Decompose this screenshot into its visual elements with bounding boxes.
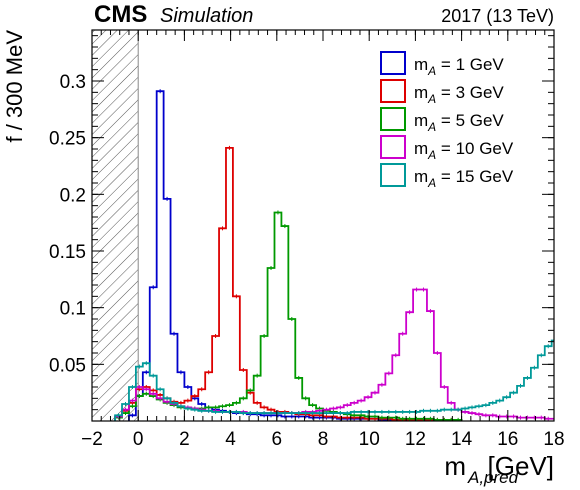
legend-label-m15: mA = 15 GeV [414, 167, 514, 190]
x-axis-label-sub: A,pred [467, 468, 519, 487]
series-line-m3 [114, 146, 456, 421]
legend-swatch-m3 [380, 79, 406, 103]
x-axis-ticks: −2 0 2 4 6 8 10 12 14 16 18 [81, 30, 565, 450]
x-axis-label-unit: [GeV] [488, 451, 554, 481]
y-tick-label: 0.15 [49, 242, 86, 263]
legend-label-m1: mA = 1 GeV [414, 55, 504, 78]
legend-label-m10: mA = 10 GeV [414, 139, 514, 162]
run-label: 2017 (13 TeV) [441, 6, 554, 26]
y-axis-ticks: 0.05 0.1 0.15 0.2 0.25 0.3 [49, 35, 554, 411]
x-tick-label: 0 [133, 429, 144, 450]
x-axis-label-main: m [444, 451, 466, 481]
y-tick-label: 0.2 [60, 185, 86, 206]
legend-label-m3: mA = 3 GeV [414, 83, 504, 106]
x-tick-label: 2 [179, 429, 190, 450]
legend: mA = 1 GeV mA = 3 GeV mA = 5 GeV mA = 10 Ge… [380, 51, 514, 190]
legend-swatch-m1 [380, 51, 406, 75]
series-line-m15 [114, 339, 554, 421]
x-tick-label: 18 [543, 429, 564, 450]
subtitle-label: Simulation [160, 5, 253, 27]
x-tick-label: 10 [359, 429, 380, 450]
x-tick-label: 8 [318, 429, 329, 450]
x-tick-label: 16 [497, 429, 518, 450]
y-axis-label: f / 300 MeV [2, 30, 27, 143]
series-line-m5 [114, 211, 463, 421]
experiment-label: CMS [94, 1, 147, 28]
series-line-m1 [128, 90, 408, 421]
y-tick-label: 0.25 [49, 129, 86, 150]
excluded-region-hatch [92, 30, 139, 421]
legend-swatch-m10 [380, 135, 406, 159]
y-tick-label: 0.1 [60, 299, 86, 320]
x-tick-label: 4 [225, 429, 236, 450]
x-tick-label: 6 [272, 429, 283, 450]
legend-swatch-m15 [380, 163, 406, 187]
legend-label-m5: mA = 5 GeV [414, 111, 504, 134]
x-tick-label: 12 [405, 429, 426, 450]
y-tick-label: 0.05 [49, 355, 86, 376]
y-tick-label: 0.3 [60, 72, 86, 93]
x-tick-label: −2 [81, 429, 103, 450]
series-group [114, 89, 554, 421]
x-tick-label: 14 [451, 429, 473, 450]
legend-swatch-m5 [380, 107, 406, 131]
